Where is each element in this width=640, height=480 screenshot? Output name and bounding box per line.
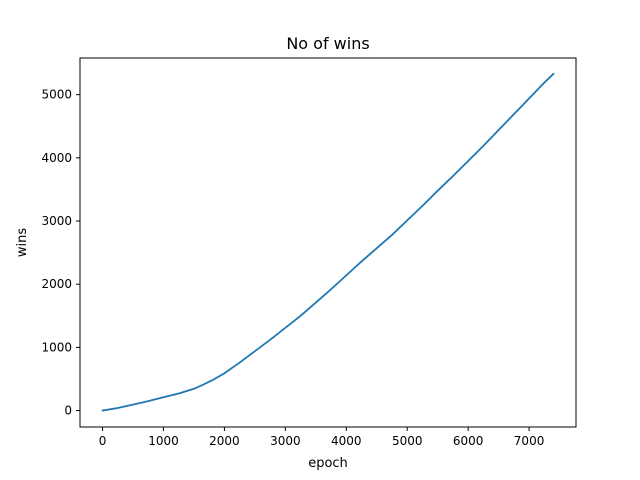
x-tick-label: 4000 bbox=[331, 434, 362, 448]
x-tick-label: 6000 bbox=[453, 434, 484, 448]
y-tick-label: 2000 bbox=[41, 277, 72, 291]
y-axis: 0 1000 2000 3000 4000 5000 bbox=[41, 88, 80, 418]
x-axis-label: epoch bbox=[308, 456, 348, 471]
y-tick-label: 5000 bbox=[41, 88, 72, 102]
x-tick-label: 2000 bbox=[209, 434, 240, 448]
plot-area bbox=[101, 72, 555, 412]
y-tick-label: 0 bbox=[64, 404, 72, 418]
y-tick-label: 1000 bbox=[41, 340, 72, 354]
x-tick-label: 7000 bbox=[514, 434, 545, 448]
x-tick-label: 0 bbox=[99, 434, 107, 448]
y-axis-label: wins bbox=[15, 228, 30, 257]
y-tick-label: 3000 bbox=[41, 214, 72, 228]
plot-frame bbox=[79, 57, 577, 428]
y-tick-label: 4000 bbox=[41, 151, 72, 165]
chart-title: No of wins bbox=[286, 34, 369, 53]
x-tick-label: 3000 bbox=[270, 434, 301, 448]
x-tick-label: 1000 bbox=[148, 434, 179, 448]
x-axis: 0 1000 2000 3000 4000 5000 6000 7000 bbox=[99, 427, 545, 448]
series-line bbox=[101, 72, 555, 412]
x-tick-label: 5000 bbox=[392, 434, 423, 448]
